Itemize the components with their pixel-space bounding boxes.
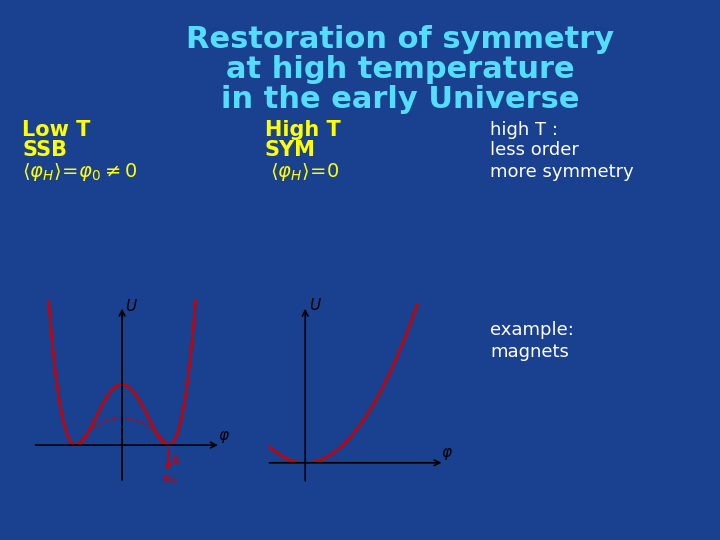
Text: at high temperature: at high temperature [225, 56, 575, 84]
Text: High T: High T [265, 120, 341, 140]
Text: $\langle\varphi_H\rangle\!=\!0$: $\langle\varphi_H\rangle\!=\!0$ [270, 161, 339, 183]
Text: in the early Universe: in the early Universe [221, 85, 580, 114]
Text: $\langle\varphi_H\rangle\!=\!\varphi_0 \neq 0$: $\langle\varphi_H\rangle\!=\!\varphi_0 \… [22, 161, 138, 183]
Text: $\varphi_0$: $\varphi_0$ [161, 473, 176, 487]
Text: $U$: $U$ [125, 298, 138, 314]
Text: $\varphi$: $\varphi$ [218, 429, 230, 445]
Text: less order: less order [490, 141, 579, 159]
Text: Low T: Low T [22, 120, 91, 140]
Text: $\varphi$: $\varphi$ [441, 446, 453, 462]
Text: magnets: magnets [490, 343, 569, 361]
Text: example:: example: [490, 321, 574, 339]
Text: $U$: $U$ [309, 298, 322, 313]
Text: Restoration of symmetry: Restoration of symmetry [186, 25, 614, 55]
Text: high T :: high T : [490, 121, 558, 139]
Text: $\Delta$: $\Delta$ [171, 453, 180, 465]
Text: SSB: SSB [22, 140, 67, 160]
Text: SYM: SYM [265, 140, 316, 160]
Text: more symmetry: more symmetry [490, 163, 634, 181]
